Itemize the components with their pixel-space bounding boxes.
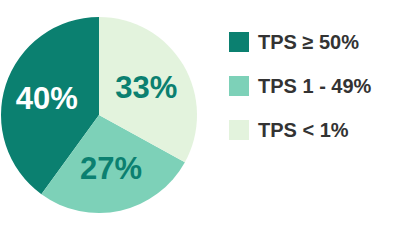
data-label: 33%	[115, 70, 177, 105]
pie-slice	[99, 17, 197, 162]
legend-label: TPS < 1%	[258, 119, 349, 141]
legend: TPS ≥ 50% TPS 1 - 49% TPS < 1%	[229, 31, 372, 141]
data-label: 40%	[16, 81, 78, 116]
data-label: 27%	[80, 151, 142, 186]
legend-swatch	[229, 32, 249, 52]
legend-label: TPS 1 - 49%	[258, 75, 372, 97]
legend-label: TPS ≥ 50%	[258, 31, 359, 53]
legend-swatch	[229, 76, 249, 96]
slices	[1, 17, 197, 213]
data-labels: 40%27% 33%	[16, 70, 177, 186]
chart: 40%27% 33% TPS ≥ 50% TPS 1 - 49% TPS < 1%	[0, 0, 397, 232]
legend-swatch	[229, 120, 249, 140]
